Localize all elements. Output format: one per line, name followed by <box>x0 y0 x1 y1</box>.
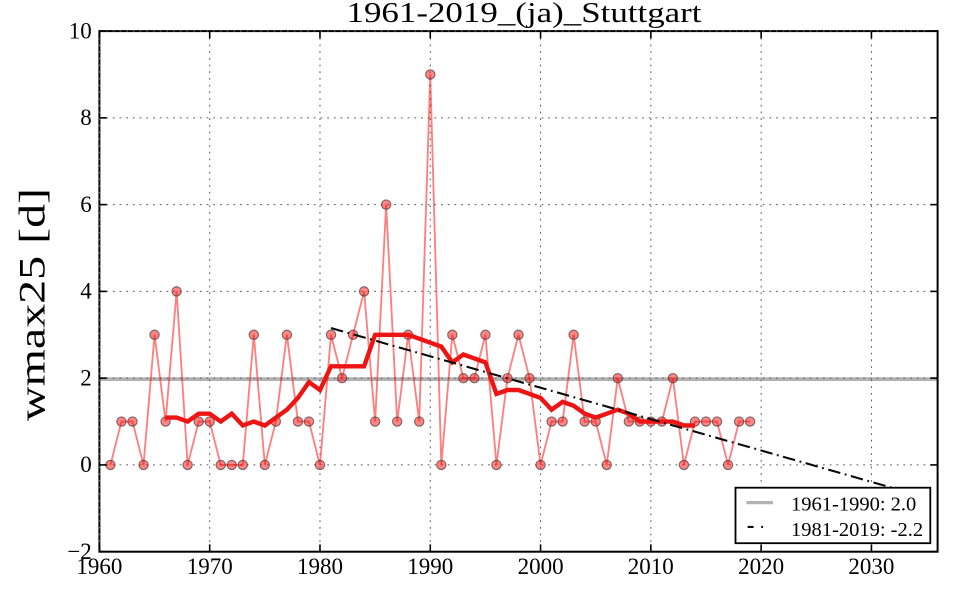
svg-text:0: 0 <box>80 452 92 477</box>
svg-text:2000: 2000 <box>518 554 564 579</box>
svg-text:2: 2 <box>80 365 92 390</box>
svg-text:wmax25 [d]: wmax25 [d] <box>13 188 54 421</box>
svg-text:−2: −2 <box>67 539 91 564</box>
svg-text:1961-2019_(ja)_Stuttgart: 1961-2019_(ja)_Stuttgart <box>347 0 702 29</box>
svg-text:2020: 2020 <box>738 554 784 579</box>
svg-text:2030: 2030 <box>848 554 894 579</box>
svg-text:1981-2019: -2.2: 1981-2019: -2.2 <box>791 519 923 541</box>
svg-text:4: 4 <box>80 279 92 304</box>
svg-text:1980: 1980 <box>297 554 343 579</box>
svg-text:1960: 1960 <box>76 554 122 579</box>
svg-text:8: 8 <box>80 105 92 130</box>
svg-text:10: 10 <box>69 18 92 43</box>
svg-text:2010: 2010 <box>628 554 674 579</box>
svg-text:6: 6 <box>80 192 92 217</box>
svg-text:1990: 1990 <box>407 554 453 579</box>
svg-text:1970: 1970 <box>187 554 233 579</box>
svg-text:1961-1990: 2.0: 1961-1990: 2.0 <box>791 494 916 516</box>
